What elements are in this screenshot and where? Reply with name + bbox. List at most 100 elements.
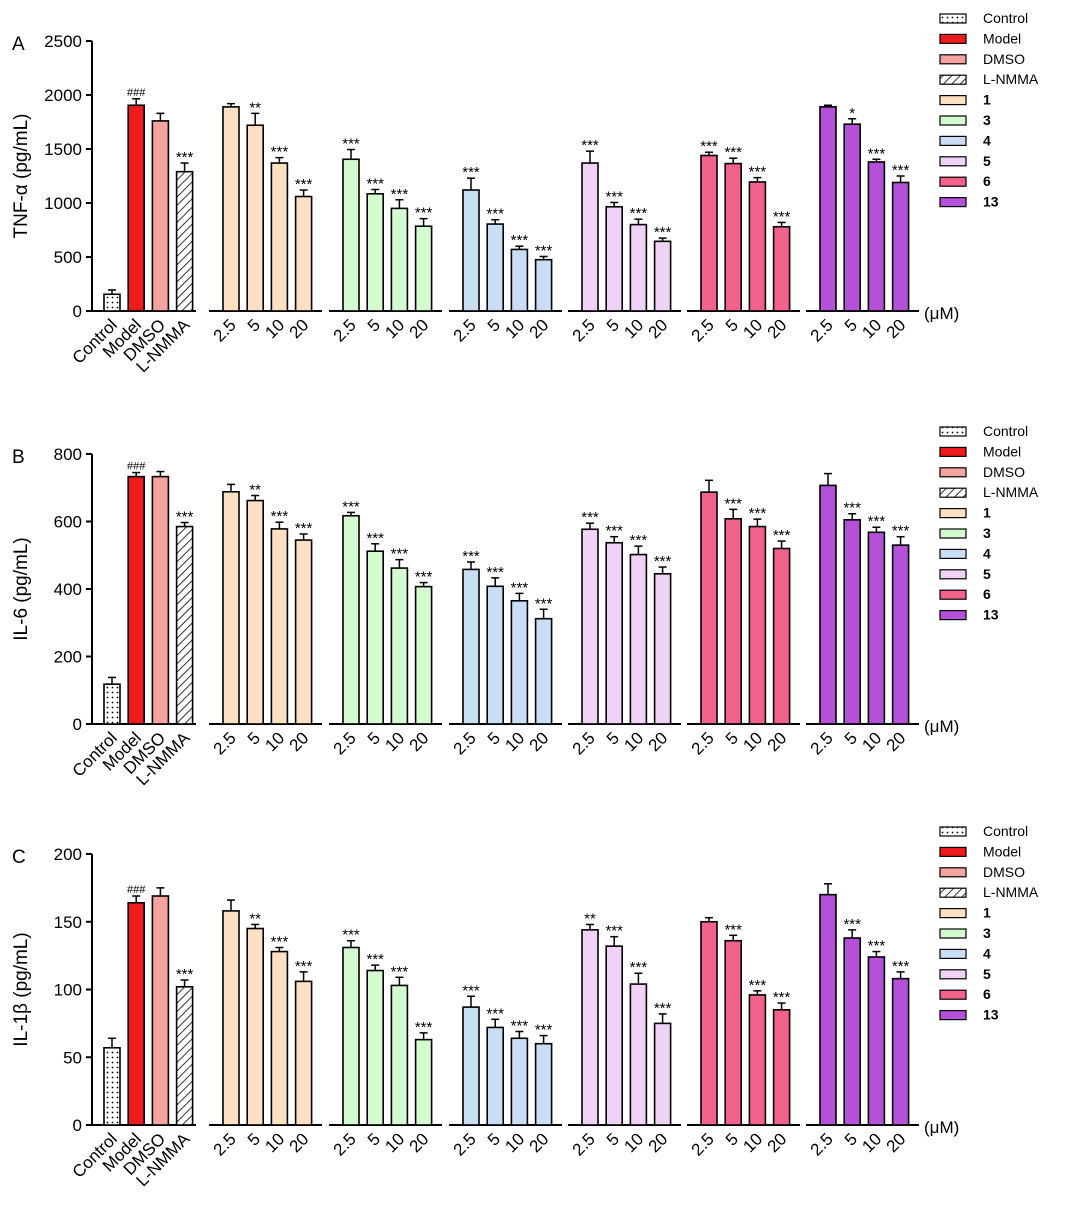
legend-label: 3: [983, 525, 991, 541]
legend-label: 4: [983, 132, 991, 148]
legend-label: 3: [983, 925, 991, 941]
x-tick-label: 2.5: [688, 1129, 718, 1159]
significance-annotation: ***: [176, 966, 194, 983]
x-tick-label: 5: [244, 1129, 264, 1149]
bar: [629, 223, 648, 312]
legend-label: 13: [983, 607, 999, 623]
bar: [127, 475, 145, 725]
significance-annotation: **: [249, 99, 261, 116]
x-tick-label: 20: [883, 728, 910, 755]
x-tick-label: 5: [364, 315, 384, 335]
bar: [843, 937, 862, 1126]
bar: [294, 539, 313, 725]
x-tick-label: 20: [645, 1129, 672, 1156]
significance-annotation: **: [249, 910, 261, 927]
legend-label: DMSO: [983, 51, 1025, 67]
bar: [222, 490, 240, 725]
legend-label: Model: [983, 843, 1021, 859]
significance-annotation: ***: [630, 205, 648, 222]
bar: [891, 181, 910, 312]
legend-label: 13: [983, 1007, 999, 1023]
legend-swatch: [939, 446, 967, 457]
significance-annotation: ***: [486, 564, 504, 581]
x-tick-label: 2.5: [330, 728, 360, 758]
y-tick-label: 1500: [44, 140, 82, 159]
x-tick-label: 5: [722, 728, 742, 748]
legend-swatch: [939, 569, 967, 580]
bar: [629, 983, 648, 1126]
significance-annotation: ***: [462, 164, 480, 181]
x-tick-label: 5: [364, 1129, 384, 1149]
legend-label: 13: [983, 194, 999, 210]
bar: [867, 161, 886, 312]
bar: [390, 207, 409, 312]
bar: [819, 106, 837, 312]
significance-annotation: ***: [391, 963, 409, 980]
bar: [819, 484, 837, 725]
significance-annotation: ***: [868, 145, 886, 162]
significance-annotation: ***: [535, 242, 553, 259]
significance-annotation: ***: [773, 527, 791, 544]
y-tick-label: 200: [54, 845, 82, 864]
y-tick-label: 0: [73, 1116, 82, 1135]
bar: [103, 683, 121, 725]
x-tick-label: 2.5: [569, 315, 599, 345]
bar: [246, 124, 264, 312]
x-tick-label: 10: [858, 315, 885, 342]
x-tick-label: 20: [645, 728, 672, 755]
bar: [510, 1037, 529, 1126]
x-tick-label: 20: [645, 315, 672, 342]
x-tick-label: 2.5: [569, 1129, 599, 1159]
bar: [819, 893, 837, 1126]
bar: [390, 984, 409, 1126]
bar: [103, 293, 121, 312]
significance-annotation: ***: [724, 495, 742, 512]
significance-annotation: ***: [391, 186, 409, 203]
x-tick-label: 20: [406, 1129, 433, 1156]
unit-label: (μM): [924, 1118, 959, 1137]
bar: [342, 946, 360, 1126]
bar: [605, 205, 624, 312]
x-tick-label: 10: [381, 728, 408, 755]
x-tick-label: 20: [286, 315, 313, 342]
y-tick-label: 100: [54, 981, 82, 1000]
legend-swatch: [939, 589, 967, 600]
hash-annotation: ###: [127, 87, 146, 99]
significance-annotation: ***: [391, 546, 409, 563]
y-tick-label: 0: [73, 302, 82, 321]
x-tick-label: 10: [858, 728, 885, 755]
bar: [772, 1009, 791, 1126]
bar: [462, 1006, 480, 1126]
legend-swatch: [939, 846, 967, 858]
legend-label: L-NMMA: [983, 484, 1039, 500]
significance-annotation: ***: [271, 508, 289, 525]
legend-label: 1: [983, 92, 991, 108]
bar: [246, 499, 264, 725]
legend-swatch: [939, 13, 967, 24]
bar: [175, 985, 194, 1126]
legend-label: L-NMMA: [983, 884, 1039, 900]
x-tick-label: 20: [526, 728, 553, 755]
bar: [294, 980, 313, 1126]
significance-annotation: ***: [654, 224, 672, 241]
legend-label: 5: [983, 153, 991, 169]
panel-letter: C: [12, 847, 26, 868]
significance-annotation: ***: [724, 921, 742, 938]
significance-annotation: ***: [892, 958, 910, 975]
bar: [724, 517, 743, 725]
legend-label: 6: [983, 586, 991, 602]
x-tick-label: 2.5: [807, 315, 837, 345]
significance-annotation: ***: [749, 505, 767, 522]
bar: [748, 994, 767, 1126]
hash-annotation: ###: [127, 884, 146, 896]
bar: [222, 106, 240, 312]
significance-annotation: ***: [868, 513, 886, 530]
significance-annotation: ***: [581, 509, 599, 526]
bar: [724, 939, 743, 1126]
bar: [653, 240, 672, 312]
significance-annotation: ***: [415, 205, 433, 222]
significance-annotation: ***: [892, 162, 910, 179]
legend-label: Control: [983, 10, 1028, 26]
significance-annotation: ***: [462, 548, 480, 565]
